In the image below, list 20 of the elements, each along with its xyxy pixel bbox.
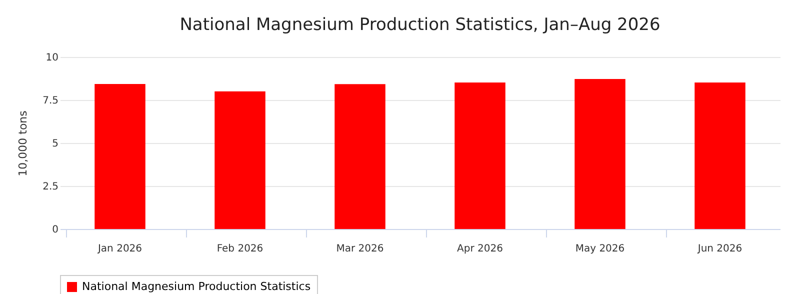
y-tick-label: 10 <box>46 52 58 64</box>
bar <box>454 82 506 229</box>
chart-title: National Magnesium Production Statistics, Jan–Aug 2026 <box>180 15 660 35</box>
bar <box>334 84 386 229</box>
x-tick-label: Mar 2026 <box>336 244 384 254</box>
bar <box>574 79 626 229</box>
bar <box>694 82 746 229</box>
x-tick-label: Jun 2026 <box>696 244 742 254</box>
legend-label: National Magnesium Production Statistics <box>82 280 311 293</box>
bar <box>94 84 146 229</box>
y-tick-label: 2.5 <box>42 182 58 192</box>
y-tick-label: 0 <box>52 224 58 236</box>
x-tick-label: May 2026 <box>575 244 625 254</box>
x-tick-label: Jan 2026 <box>96 244 142 254</box>
y-tick-label: 7.5 <box>42 96 58 106</box>
x-tick-label: Apr 2026 <box>457 244 503 254</box>
bar <box>214 91 266 229</box>
y-tick-label: 5 <box>52 138 58 150</box>
y-axis-title: 10,000 tons <box>16 110 30 176</box>
x-tick-label: Feb 2026 <box>216 244 264 254</box>
